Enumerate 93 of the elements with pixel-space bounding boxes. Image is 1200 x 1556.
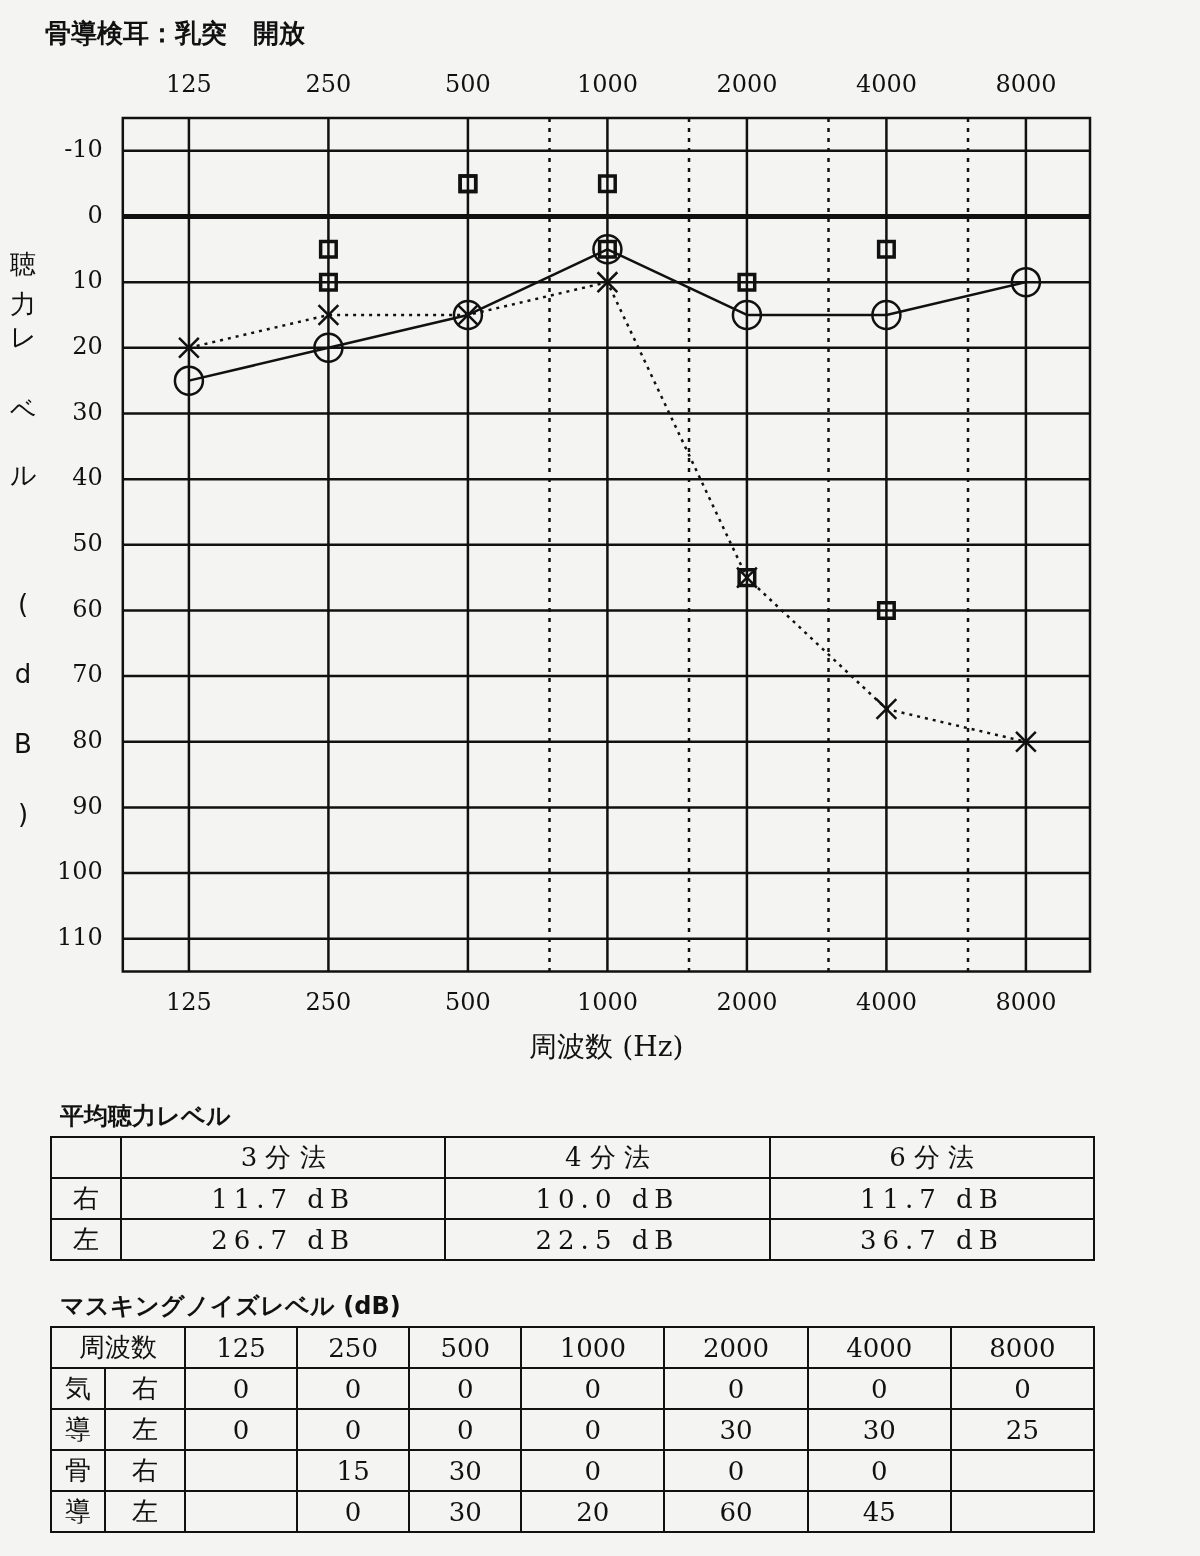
text: 0 — [344, 1414, 362, 1445]
text: 25 — [1005, 1414, 1039, 1445]
text: 11.7 dB — [859, 1183, 1004, 1214]
category-label: 8000 — [995, 69, 1057, 98]
text: 0 — [344, 1373, 362, 1404]
text: 30 — [862, 1414, 896, 1445]
point — [871, 299, 902, 331]
x-axis-title: 周波数 (Hz) — [529, 1030, 684, 1064]
text: 周波数 — [51, 1327, 185, 1368]
category-label: 骨 — [65, 1455, 91, 1485]
point — [1014, 730, 1038, 753]
category-label: 2000 — [716, 69, 778, 98]
y-tick-label: 110 — [57, 923, 103, 951]
point — [317, 303, 340, 327]
y-tick-label: 40 — [72, 463, 103, 492]
category-label: 2000 — [664, 1327, 808, 1368]
text: 平均聴力レベル — [60, 1101, 232, 1132]
x-tick-label: 4000 — [855, 988, 917, 1017]
y-tick-label: 30 — [72, 397, 103, 426]
category-label: 右 — [132, 1455, 158, 1485]
text: 0 — [344, 1496, 362, 1527]
category-label: 4000 — [855, 69, 917, 98]
text: 0 — [456, 1373, 474, 1404]
category-label: 250 — [297, 1327, 410, 1368]
text: 11.7 dB — [211, 1183, 356, 1214]
text: 0 — [727, 1455, 745, 1486]
text: 22.5 dB — [535, 1224, 680, 1255]
text: 26.7 dB — [211, 1224, 356, 1255]
y-tick-label: 0 — [87, 200, 103, 229]
category-label: 6 分 法 — [769, 1137, 1094, 1178]
category-label: 125 — [185, 1327, 298, 1368]
point — [313, 332, 344, 364]
chart-title: 骨導検耳：乳突 開放 — [45, 18, 306, 49]
x-tick-label: 125 — [166, 988, 212, 1017]
text: 30 — [448, 1455, 482, 1486]
y-tick-label: 60 — [72, 594, 103, 623]
category-label: 導 — [65, 1496, 91, 1526]
text: 0 — [584, 1414, 602, 1445]
category-label: 左 — [73, 1224, 99, 1254]
x-tick-label: 500 — [445, 988, 491, 1017]
y-tick-label: 100 — [57, 857, 103, 886]
category-label: 250 — [305, 69, 352, 98]
y-tick-label: 80 — [72, 726, 103, 755]
point — [177, 336, 201, 359]
category-label: 1000 — [576, 69, 638, 98]
text: 10.0 dB — [535, 1183, 680, 1214]
text: 0 — [1014, 1373, 1031, 1404]
y-tick-label: 10 — [72, 266, 103, 295]
text: 0 — [232, 1373, 250, 1404]
category-label: 左 — [132, 1496, 158, 1526]
y-tick-label: 70 — [72, 660, 103, 689]
x-tick-label: 8000 — [995, 988, 1057, 1017]
text: 0 — [870, 1455, 888, 1486]
category-label: 左 — [132, 1414, 158, 1444]
text: 0 — [870, 1373, 888, 1404]
text: 0 — [456, 1414, 474, 1445]
category-label: 4000 — [807, 1327, 951, 1368]
text: 30 — [448, 1496, 482, 1527]
point — [731, 299, 763, 331]
point — [596, 271, 619, 294]
text: 15 — [336, 1455, 370, 1486]
category-label: 500 — [445, 69, 491, 98]
category-label: 右 — [73, 1183, 99, 1213]
text: 0 — [584, 1455, 602, 1486]
x-tick-label: 250 — [305, 988, 352, 1017]
category-label: 4 分 法 — [445, 1137, 770, 1178]
y-tick-label: 50 — [72, 529, 103, 558]
text: 45 — [862, 1496, 896, 1527]
category-label: 気 — [65, 1373, 91, 1403]
text: 36.7 dB — [859, 1224, 1004, 1255]
category-label: 500 — [409, 1327, 522, 1368]
text: 0 — [727, 1373, 745, 1404]
point — [1010, 266, 1042, 298]
text: 20 — [576, 1496, 610, 1527]
x-tick-label: 2000 — [716, 988, 778, 1017]
y-tick-label: -10 — [64, 135, 103, 164]
x-tick-label: 1000 — [576, 988, 638, 1017]
category-label: 125 — [166, 69, 212, 98]
text: 0 — [232, 1414, 250, 1445]
category-label: 8000 — [950, 1327, 1094, 1368]
y-tick-label: 90 — [72, 791, 103, 820]
y-tick-label: 20 — [72, 332, 103, 361]
text: 60 — [719, 1496, 753, 1527]
text: 0 — [584, 1373, 602, 1404]
text: マスキングノイズレベル (dB) — [60, 1291, 402, 1322]
point — [173, 365, 205, 396]
category-label: 導 — [65, 1414, 91, 1444]
category-label: 右 — [132, 1373, 158, 1403]
y-axis-title: 聴力レベル (dB) — [7, 230, 39, 871]
category-label: 3 分 法 — [121, 1137, 446, 1178]
point — [875, 697, 898, 721]
category-label: 1000 — [521, 1327, 665, 1368]
text: 30 — [719, 1414, 753, 1445]
